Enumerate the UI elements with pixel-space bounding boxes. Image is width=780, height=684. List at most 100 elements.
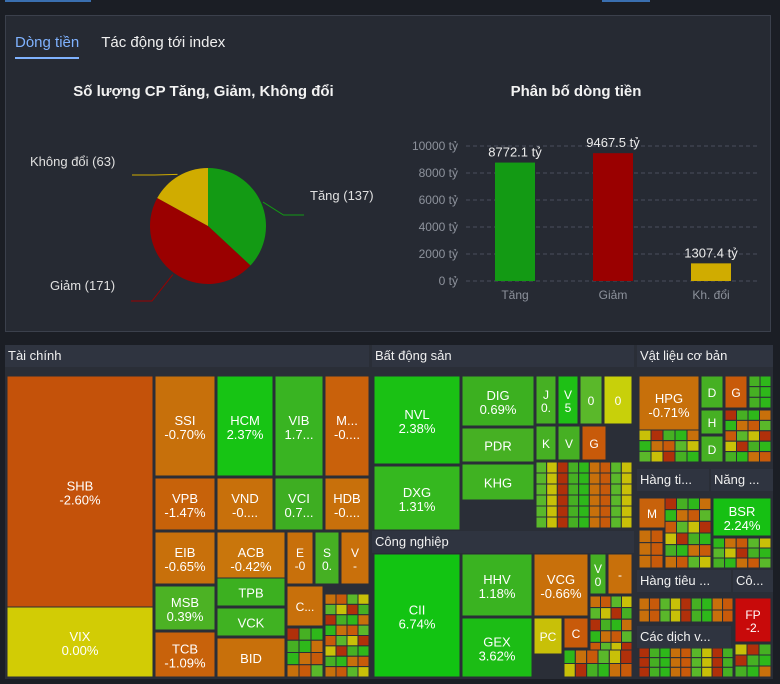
- treemap-minor-tile[interactable]: [736, 440, 749, 453]
- treemap-minor-tile[interactable]: [546, 461, 558, 474]
- treemap-minor-tile[interactable]: [690, 597, 703, 611]
- treemap-minor-tile[interactable]: [735, 557, 749, 569]
- treemap-tile-hpg-41[interactable]: HPG-0.71%: [638, 375, 700, 433]
- treemap-minor-tile[interactable]: [699, 509, 712, 522]
- treemap-minor-tile[interactable]: [563, 649, 576, 664]
- treemap-tile-d-45[interactable]: D: [700, 435, 724, 463]
- treemap-minor-tile[interactable]: [638, 554, 652, 569]
- treemap-minor-tile[interactable]: [610, 618, 622, 632]
- treemap-minor-tile[interactable]: [650, 429, 664, 442]
- treemap-tile-g-43[interactable]: G: [724, 375, 748, 409]
- treemap-minor-tile[interactable]: [324, 614, 337, 626]
- treemap-minor-tile[interactable]: [567, 505, 580, 518]
- treemap-minor-tile[interactable]: [724, 419, 737, 432]
- treemap-minor-tile[interactable]: [699, 520, 712, 534]
- treemap-minor-tile[interactable]: [758, 537, 772, 549]
- treemap-minor-tile[interactable]: [712, 547, 726, 559]
- treemap-minor-tile[interactable]: [734, 654, 748, 667]
- treemap-minor-tile[interactable]: [722, 657, 734, 668]
- treemap-minor-tile[interactable]: [357, 645, 370, 657]
- treemap-minor-tile[interactable]: [687, 509, 700, 522]
- treemap-minor-tile[interactable]: [711, 647, 724, 659]
- treemap-minor-tile[interactable]: [546, 483, 558, 496]
- treemap-tile-g-32[interactable]: G: [581, 425, 607, 461]
- treemap-minor-tile[interactable]: [659, 657, 671, 668]
- treemap-minor-tile[interactable]: [546, 472, 558, 485]
- treemap-minor-tile[interactable]: [687, 532, 700, 546]
- treemap-minor-tile[interactable]: [758, 643, 772, 656]
- treemap-minor-tile[interactable]: [669, 647, 682, 659]
- treemap-minor-tile[interactable]: [734, 643, 748, 656]
- treemap-tile-v-31[interactable]: V: [557, 425, 581, 461]
- treemap-minor-tile[interactable]: [620, 461, 633, 474]
- treemap-tile-e-12[interactable]: E-0: [286, 531, 314, 585]
- treemap-minor-tile[interactable]: [638, 450, 652, 463]
- treemap-minor-tile[interactable]: [621, 607, 633, 620]
- treemap-minor-tile[interactable]: [335, 655, 348, 668]
- treemap-minor-tile[interactable]: [662, 440, 676, 452]
- treemap-minor-tile[interactable]: [638, 657, 650, 668]
- treemap-minor-tile[interactable]: [701, 666, 713, 678]
- treemap-minor-tile[interactable]: [599, 516, 612, 529]
- treemap-minor-tile[interactable]: [335, 593, 348, 605]
- treemap-minor-tile[interactable]: [535, 505, 548, 518]
- treemap-tile-tcb-19[interactable]: TCB-1.09%: [154, 631, 216, 678]
- treemap-minor-tile[interactable]: [535, 461, 548, 474]
- treemap-minor-tile[interactable]: [599, 472, 612, 485]
- treemap-minor-tile[interactable]: [669, 609, 682, 623]
- treemap-minor-tile[interactable]: [546, 505, 558, 518]
- treemap-minor-tile[interactable]: [286, 652, 300, 666]
- treemap-minor-tile[interactable]: [610, 516, 622, 529]
- treemap-minor-tile[interactable]: [535, 483, 548, 496]
- treemap-minor-tile[interactable]: [556, 505, 569, 518]
- tab-dong-tien[interactable]: Dòng tiền: [15, 34, 80, 59]
- treemap-minor-tile[interactable]: [556, 461, 569, 474]
- treemap-minor-tile[interactable]: [664, 497, 677, 511]
- treemap-minor-tile[interactable]: [724, 557, 737, 569]
- treemap-tile-eib-10[interactable]: EIB-0.65%: [154, 531, 216, 585]
- treemap-minor-tile[interactable]: [724, 537, 737, 549]
- treemap-minor-tile[interactable]: [638, 440, 652, 452]
- treemap-minor-tile[interactable]: [687, 497, 700, 511]
- treemap-minor-tile[interactable]: [599, 505, 612, 518]
- treemap-minor-tile[interactable]: [324, 603, 337, 616]
- treemap-minor-tile[interactable]: [286, 639, 300, 653]
- treemap-minor-tile[interactable]: [648, 609, 661, 623]
- bar-1[interactable]: [593, 153, 633, 281]
- treemap-minor-tile[interactable]: [567, 461, 580, 474]
- treemap-tile-m-46[interactable]: M: [638, 497, 666, 529]
- sector-cong-nghe[interactable]: Cô...: [733, 570, 773, 592]
- treemap-minor-tile[interactable]: [357, 614, 370, 626]
- treemap-minor-tile[interactable]: [610, 607, 622, 620]
- treemap-minor-tile[interactable]: [747, 440, 760, 453]
- treemap-minor-tile[interactable]: [335, 635, 348, 647]
- treemap-minor-tile[interactable]: [747, 409, 760, 421]
- treemap-minor-tile[interactable]: [680, 647, 692, 659]
- treemap-minor-tile[interactable]: [324, 635, 337, 647]
- treemap-minor-tile[interactable]: [346, 666, 359, 678]
- treemap-minor-tile[interactable]: [711, 609, 724, 623]
- treemap-minor-tile[interactable]: [722, 666, 734, 678]
- treemap-minor-tile[interactable]: [758, 557, 772, 569]
- treemap-minor-tile[interactable]: [747, 537, 760, 549]
- pie-slice-flat[interactable]: [157, 168, 208, 226]
- treemap-minor-tile[interactable]: [680, 666, 692, 678]
- treemap-minor-tile[interactable]: [690, 657, 703, 668]
- treemap-minor-tile[interactable]: [578, 505, 590, 518]
- treemap-minor-tile[interactable]: [664, 555, 677, 569]
- treemap-minor-tile[interactable]: [734, 665, 748, 678]
- pie-slice-up[interactable]: [208, 168, 266, 266]
- treemap-minor-tile[interactable]: [610, 630, 622, 643]
- treemap-minor-tile[interactable]: [567, 472, 580, 485]
- treemap-minor-tile[interactable]: [674, 440, 688, 452]
- sector-tai-chinh[interactable]: Tài chính: [5, 345, 369, 367]
- treemap-minor-tile[interactable]: [357, 624, 370, 636]
- treemap-minor-tile[interactable]: [608, 649, 622, 664]
- treemap-minor-tile[interactable]: [736, 451, 749, 463]
- treemap-minor-tile[interactable]: [701, 597, 713, 611]
